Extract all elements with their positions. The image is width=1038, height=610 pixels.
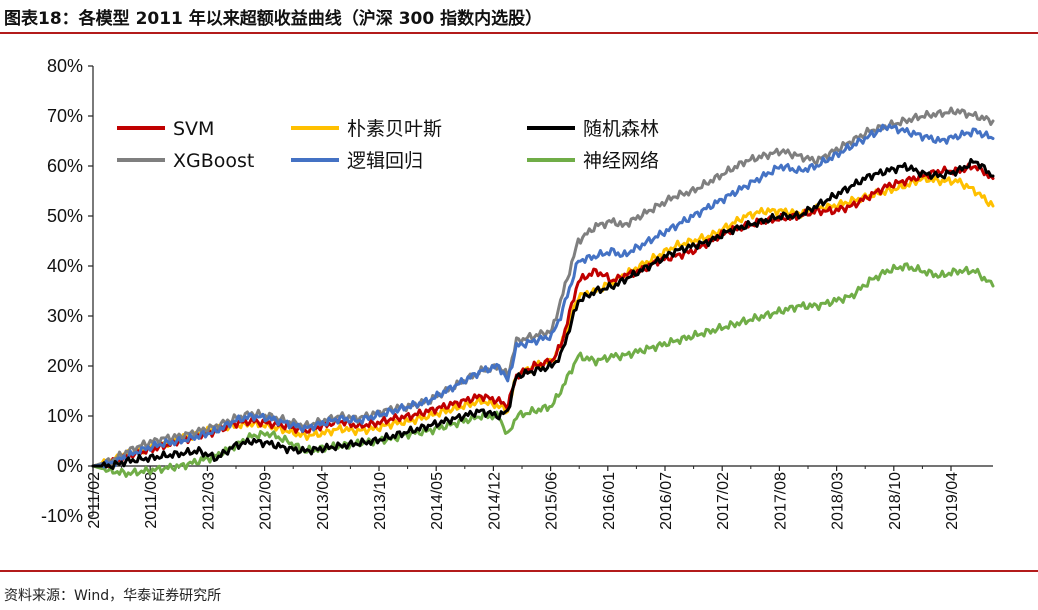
plot-area xyxy=(91,106,995,478)
x-tick-label: 2016/01 xyxy=(601,472,618,530)
series-line-4 xyxy=(91,123,995,469)
y-tick-label: -10% xyxy=(41,506,83,526)
x-tick-label: 2013/04 xyxy=(315,472,332,530)
legend: SVM 朴素贝叶斯 随机森林 XGBoost 逻辑回归 神经网络 xyxy=(117,118,659,172)
y-tick-label: 70% xyxy=(47,106,83,126)
chart-axes: -10% 0% 10% 20% 30% 40% 50% 60% 70% 80% 2011/02 201… xyxy=(41,56,993,530)
y-tick-label: 40% xyxy=(47,256,83,276)
y-tick-label: 30% xyxy=(47,306,83,326)
x-tick-label: 2018/10 xyxy=(887,472,904,530)
x-tick-label: 2012/09 xyxy=(258,472,275,530)
legend-label: SVM xyxy=(173,118,214,140)
y-tick-label: 10% xyxy=(47,406,83,426)
series-line-2 xyxy=(91,158,995,470)
y-tick-label: 50% xyxy=(47,206,83,226)
x-tick-label: 2011/02 xyxy=(86,472,103,529)
line-chart: -10% 0% 10% 20% 30% 40% 50% 60% 70% 80% 2011/02 201… xyxy=(41,56,995,530)
x-tick-label: 2013/10 xyxy=(372,472,389,530)
x-tick-label: 2014/12 xyxy=(486,472,503,530)
legend-label: 逻辑回归 xyxy=(347,150,423,172)
title-underline xyxy=(0,32,1038,34)
x-tick-label: 2014/05 xyxy=(429,472,446,530)
x-tick-label: 2011/08 xyxy=(143,472,160,529)
x-tick-label: 2016/07 xyxy=(658,472,675,530)
legend-label: 朴素贝叶斯 xyxy=(347,118,442,140)
page-title: 图表18：各模型 2011 年以来超额收益曲线（沪深 300 指数内选股） xyxy=(4,9,543,29)
legend-label: XGBoost xyxy=(173,150,254,172)
footer-rule xyxy=(0,570,1038,572)
source-note: 资料来源：Wind，华泰证券研究所 xyxy=(4,588,222,604)
legend-label: 随机森林 xyxy=(583,118,659,140)
x-tick-label: 2012/03 xyxy=(200,472,217,530)
y-tick-label: 0% xyxy=(57,456,83,476)
x-tick-label: 2015/06 xyxy=(544,472,561,530)
y-tick-label: 80% xyxy=(47,56,83,76)
legend-label: 神经网络 xyxy=(583,150,659,172)
x-tick-label: 2018/03 xyxy=(830,472,847,530)
y-tick-label: 60% xyxy=(47,156,83,176)
y-tick-label: 20% xyxy=(47,356,83,376)
series-line-5 xyxy=(91,262,995,478)
x-tick-label: 2017/08 xyxy=(772,472,789,530)
x-tick-label: 2019/04 xyxy=(944,472,961,530)
x-tick-label: 2017/02 xyxy=(715,472,732,530)
